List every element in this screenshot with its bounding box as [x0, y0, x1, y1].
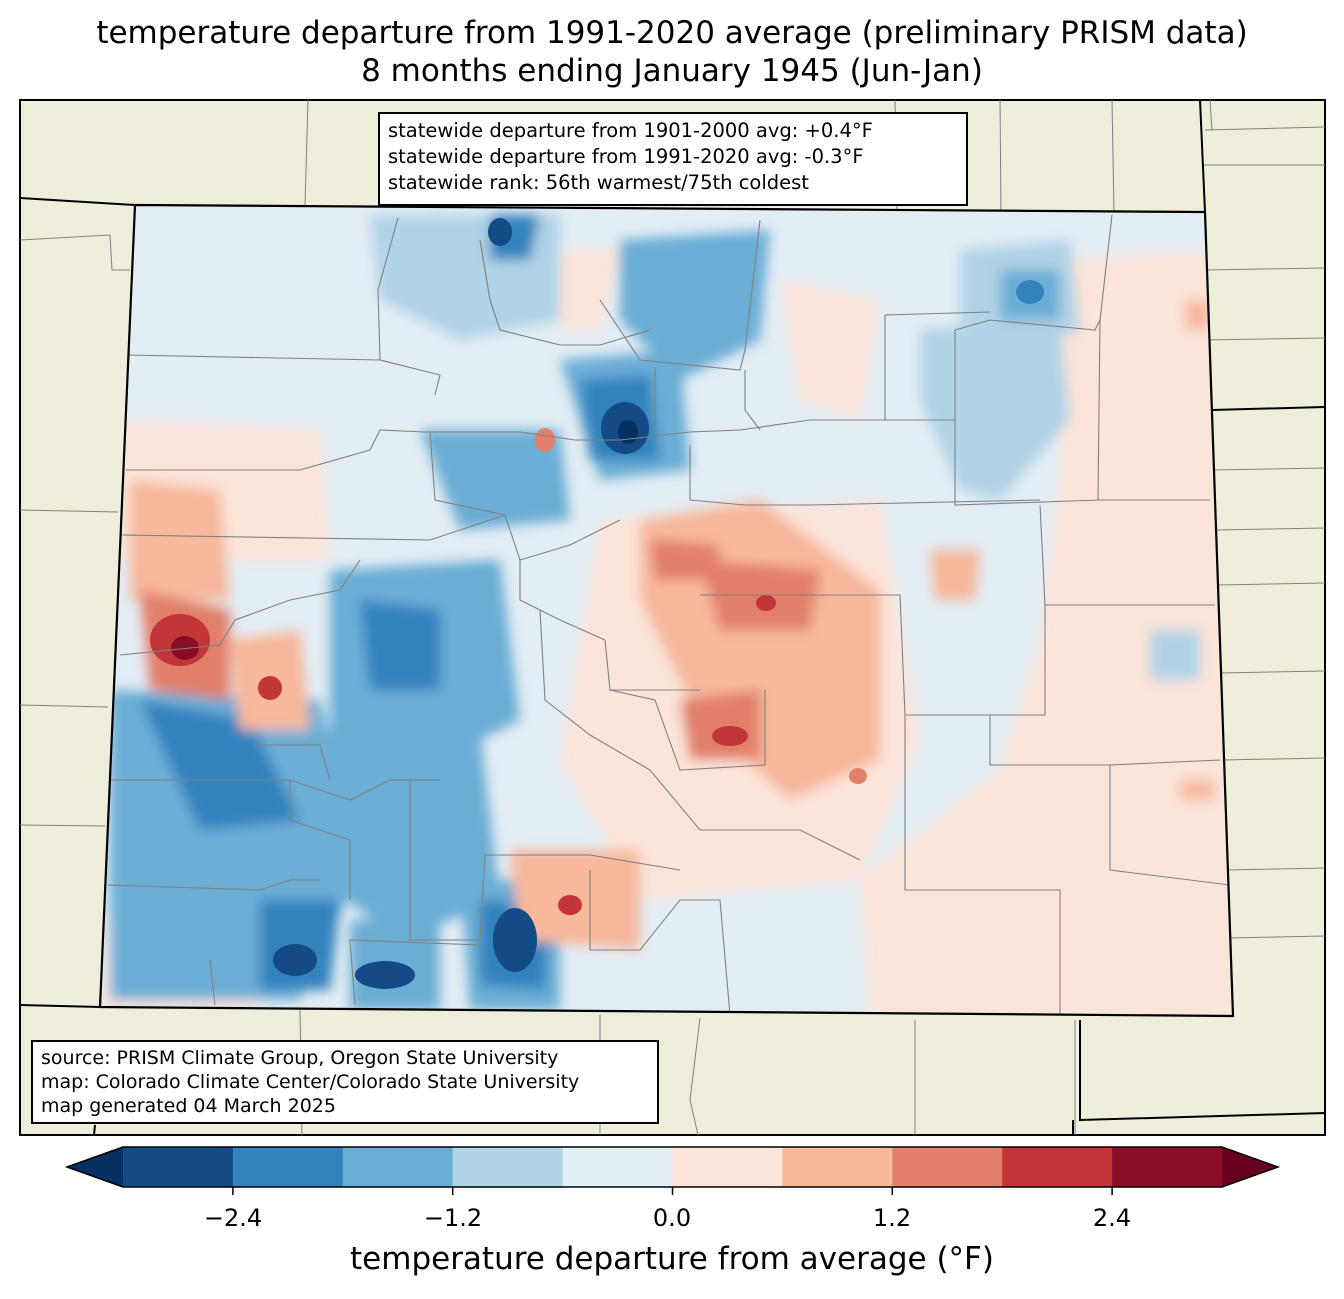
colorbar-label: temperature departure from average (°F): [350, 1241, 994, 1277]
colorbar-bin: [562, 1147, 673, 1187]
colorbar-extend-low: [67, 1147, 123, 1187]
county-lines: [107, 214, 1231, 1016]
stats-line-1901-2000: statewide departure from 1901-2000 avg: …: [388, 119, 873, 142]
colorbar-bin: [892, 1147, 1003, 1187]
map-title-line1: temperature departure from 1991-2020 ave…: [96, 15, 1248, 51]
colorbar-bin: [232, 1147, 344, 1187]
colorbar: [64, 1146, 1281, 1195]
colorbar-tick-label: −2.4: [203, 1204, 263, 1232]
statewide-stats-box: statewide departure from 1901-2000 avg: …: [378, 112, 968, 206]
colorbar-bin: [672, 1147, 783, 1187]
colorbar-bin: [452, 1147, 564, 1187]
source-line-prism: source: PRISM Climate Group, Oregon Stat…: [41, 1047, 559, 1069]
colorbar-tick-label: 1.2: [872, 1204, 912, 1232]
colorbar-tick-label: 0.0: [652, 1204, 692, 1232]
colorbar-tick-label: −1.2: [423, 1204, 483, 1232]
neighbor-county-lines: [19, 99, 1326, 1136]
colorado-border: [98, 203, 1235, 1018]
stats-line-1991-2020: statewide departure from 1991-2020 avg: …: [388, 145, 864, 168]
source-line-map: map: Colorado Climate Center/Colorado St…: [41, 1071, 580, 1093]
neighbor-state-borders: [19, 99, 1326, 1136]
colorbar-bin: [1002, 1147, 1113, 1187]
stats-line-rank: statewide rank: 56th warmest/75th coldes…: [388, 171, 809, 194]
colorbar-bin: [342, 1147, 454, 1187]
colorbar-bin: [1112, 1147, 1223, 1187]
source-line-generated: map generated 04 March 2025: [41, 1095, 336, 1117]
source-box: source: PRISM Climate Group, Oregon Stat…: [31, 1040, 659, 1124]
colorbar-tick-label: 2.4: [1092, 1204, 1132, 1232]
map-title-line2: 8 months ending January 1945 (Jun-Jan): [361, 53, 983, 89]
colorbar-outline: [64, 1146, 1281, 1188]
colorbar-bin: [123, 1147, 234, 1187]
colorbar-extend-high: [1222, 1147, 1278, 1187]
colorbar-bin: [782, 1147, 893, 1187]
